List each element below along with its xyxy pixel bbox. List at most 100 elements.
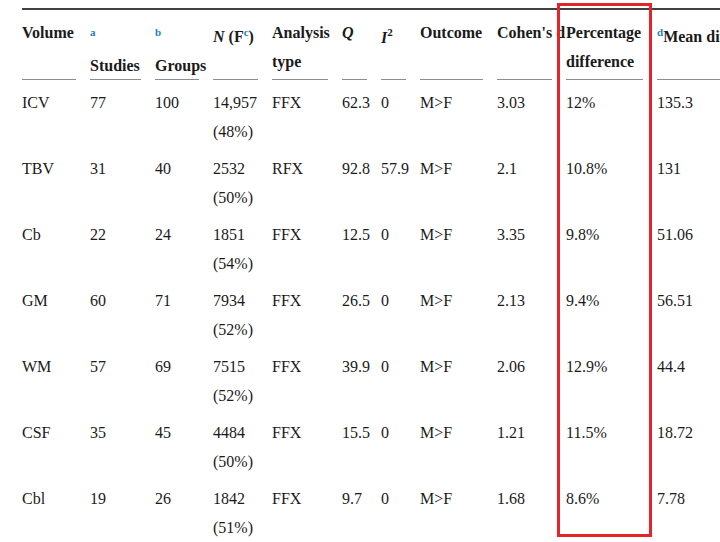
percentage-difference-cell: 9.4% [566,278,657,344]
percentage-difference-cell: 10.8% [566,146,657,212]
percentage-difference-cell: 9.8% [566,212,657,278]
outcome-cell: M>F [420,410,497,476]
i-squared-cell: 0 [381,80,420,146]
i-squared-cell: 0 [381,410,420,476]
n-cell: 4484 (50%) [213,410,272,476]
footnote-link-b[interactable]: b [155,26,161,38]
col-header-q: Q [342,10,381,80]
n-cell: 1851 (54%) [213,212,272,278]
table-row: Cbl 19 26 1842 (51%) FFX 9.7 0 M>F 1.68 … [22,476,720,542]
mean-difference-cell: 51.06 [657,212,720,278]
outcome-cell: M>F [420,278,497,344]
outcome-cell: M>F [420,476,497,542]
table-row: CSF 35 45 4484 (50%) FFX 15.5 0 M>F 1.21… [22,410,720,476]
outcome-cell: M>F [420,344,497,410]
table-row: ICV 77 100 14,957 (48%) FFX 62.3 0 M>F 3… [22,80,720,146]
volume-cell: Cbl [22,476,90,542]
analysis-type-cell: FFX [272,278,342,344]
meta-analysis-table: Volume a Studies b Groups N (Fc) Analysi… [22,8,720,542]
percentage-difference-cell: 11.5% [566,410,657,476]
groups-cell: 26 [155,476,213,542]
n-total: 1842 [213,484,272,513]
volume-cell: CSF [22,410,90,476]
female-percentage: (50%) [213,447,272,476]
header-label: Mean difference [663,28,720,45]
col-header-groups: b Groups [155,10,213,80]
q-cell: 12.5 [342,212,381,278]
table-row: TBV 31 40 2532 (50%) RFX 92.8 57.9 M>F 2… [22,146,720,212]
q-cell: 15.5 [342,410,381,476]
cohens-d-cell: 1.68 [497,476,566,542]
header-label: 2 [387,26,393,38]
header-label: ) [249,28,254,45]
col-header-percentage-difference: Percentage difference [566,10,657,80]
studies-cell: 22 [90,212,155,278]
header-label: Cohen's d [497,18,566,47]
volume-cell: Cb [22,212,90,278]
q-cell: 92.8 [342,146,381,212]
mean-difference-cell: 135.3 [657,80,720,146]
q-cell: 9.7 [342,476,381,542]
percentage-difference-cell: 12% [566,80,657,146]
groups-cell: 24 [155,212,213,278]
female-percentage: (52%) [213,381,272,410]
groups-cell: 40 [155,146,213,212]
mean-difference-cell: 56.51 [657,278,720,344]
q-cell: 39.9 [342,344,381,410]
female-percentage: (51%) [213,513,272,542]
female-percentage: (50%) [213,183,272,212]
groups-cell: 100 [155,80,213,146]
outcome-cell: M>F [420,212,497,278]
studies-cell: 19 [90,476,155,542]
n-cell: 1842 (51%) [213,476,272,542]
female-percentage: (52%) [213,315,272,344]
outcome-cell: M>F [420,146,497,212]
percentage-difference-cell: 8.6% [566,476,657,542]
header-label: Groups [155,51,213,80]
cohens-d-cell: 1.21 [497,410,566,476]
volume-cell: ICV [22,80,90,146]
volume-cell: GM [22,278,90,344]
col-header-cohens-d: Cohen's d [497,10,566,80]
footnote-link-a[interactable]: a [90,26,96,38]
col-header-i-squared: I2 [381,10,420,80]
groups-cell: 45 [155,410,213,476]
studies-cell: 60 [90,278,155,344]
groups-cell: 69 [155,344,213,410]
i-squared-cell: 0 [381,344,420,410]
n-total: 7934 [213,286,272,315]
female-percentage: (54%) [213,249,272,278]
analysis-type-cell: FFX [272,476,342,542]
mean-difference-cell: 18.72 [657,410,720,476]
i-squared-cell: 0 [381,212,420,278]
volume-cell: WM [22,344,90,410]
n-cell: 7934 (52%) [213,278,272,344]
analysis-type-cell: RFX [272,146,342,212]
col-header-volume: Volume [22,10,90,80]
n-total: 4484 [213,418,272,447]
n-total: 14,957 [213,88,272,117]
studies-cell: 57 [90,344,155,410]
studies-cell: 31 [90,146,155,212]
col-header-outcome: Outcome [420,10,497,80]
n-cell: 2532 (50%) [213,146,272,212]
col-header-analysis-type: Analysis type [272,10,342,80]
col-header-mean-difference: dMean difference [657,10,720,80]
header-label: N [213,28,225,45]
header-label: Studies [90,51,155,80]
mean-difference-cell: 44.4 [657,344,720,410]
n-total: 1851 [213,220,272,249]
analysis-type-cell: FFX [272,410,342,476]
q-cell: 26.5 [342,278,381,344]
mean-difference-cell: 131 [657,146,720,212]
col-header-studies: a Studies [90,10,155,80]
female-percentage: (48%) [213,117,272,146]
header-label: Outcome [420,18,497,47]
n-total: 7515 [213,352,272,381]
mean-difference-cell: 7.78 [657,476,720,542]
cohens-d-cell: 3.03 [497,80,566,146]
n-cell: 14,957 (48%) [213,80,272,146]
outcome-cell: M>F [420,80,497,146]
analysis-type-cell: FFX [272,212,342,278]
i-squared-cell: 57.9 [381,146,420,212]
